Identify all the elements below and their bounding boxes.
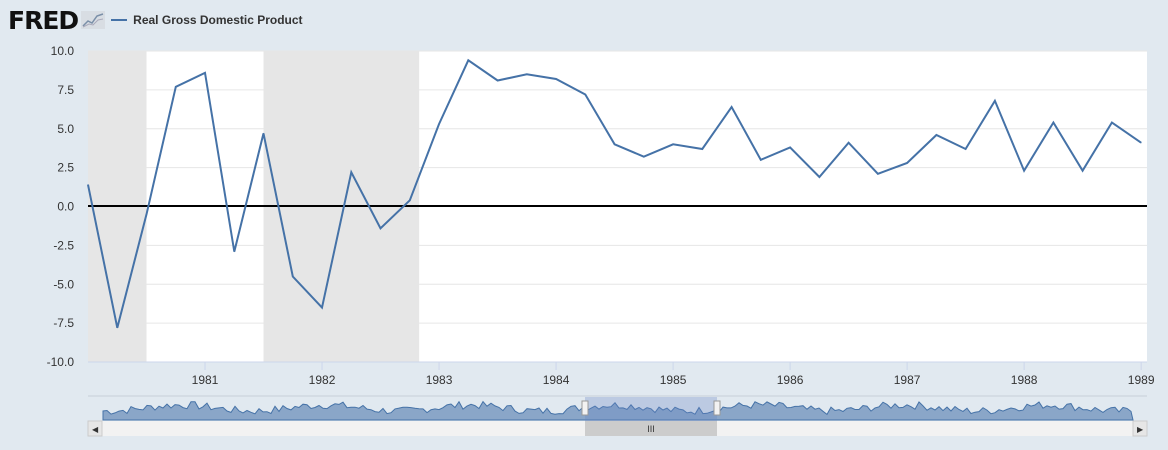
legend-swatch [111,19,128,21]
x-tick-label: 1982 [309,373,336,387]
data-point [263,132,265,134]
data-point [906,162,908,164]
y-tick-label: -2.5 [53,238,74,252]
y-tick-label: 0.0 [57,200,74,214]
data-point [1140,142,1142,144]
data-point [994,100,996,102]
y-tick-label: -10.0 [47,355,75,369]
data-point [233,251,235,253]
data-point [321,307,323,309]
scrollbar-grip: III [647,424,655,434]
y-tick-label: 10.0 [51,44,75,58]
y-tick-label: 5.0 [57,122,74,136]
data-point [146,213,148,215]
navigator-selection[interactable] [585,397,717,421]
data-point [555,78,557,80]
chart-header: FRED Real Gross Domestic Product [8,5,303,35]
y-tick-label: 2.5 [57,161,74,175]
data-point [116,327,118,329]
data-point [409,199,411,201]
chart-logo-icon [81,11,106,29]
data-point [760,159,762,161]
x-tick-label: 1983 [426,373,453,387]
data-point [701,148,703,150]
navigator-left-handle[interactable] [581,400,589,416]
x-tick-label: 1987 [894,373,921,387]
y-tick-label: -5.0 [53,277,74,291]
data-point [935,134,937,136]
data-point [438,123,440,125]
legend-item[interactable]: Real Gross Domestic Product [111,13,303,27]
data-point [380,227,382,229]
data-point [1111,122,1113,124]
x-tick-label: 1986 [777,373,804,387]
data-point [731,106,733,108]
arrow-left-icon: ◀ [92,425,99,434]
scroll-left-button[interactable] [87,420,103,437]
data-point [350,171,352,173]
x-tick-label: 1984 [543,373,570,387]
data-point [614,143,616,145]
data-point [175,86,177,88]
data-point [877,173,879,175]
data-point [1082,170,1084,172]
data-point [672,143,674,145]
x-tick-label: 1985 [660,373,687,387]
x-tick-label: 1988 [1011,373,1038,387]
navigator-right-handle[interactable] [713,400,721,416]
data-point [965,148,967,150]
data-point [526,73,528,75]
data-point [789,146,791,148]
data-point [1023,170,1025,172]
navigator-series-area [102,400,1134,421]
data-point [848,142,850,144]
data-point [204,72,206,74]
scrollbar-thumb[interactable] [585,421,717,436]
y-tick-label: 7.5 [57,83,74,97]
x-tick-label: 1989 [1128,373,1155,387]
data-point [818,176,820,178]
arrow-right-icon: ▶ [1137,425,1144,434]
navigator[interactable]: ◀ ▶ III [87,395,1148,437]
data-point [467,59,469,61]
legend-label: Real Gross Domestic Product [133,13,303,27]
scroll-right-button[interactable] [1132,420,1148,437]
y-tick-label: -7.5 [53,316,74,330]
data-point [87,184,89,186]
fred-logo: FRED [8,5,79,35]
data-point [292,275,294,277]
x-tick-label: 1981 [192,373,219,387]
data-point [1052,122,1054,124]
data-point [497,80,499,82]
data-point [643,156,645,158]
data-point [584,94,586,96]
